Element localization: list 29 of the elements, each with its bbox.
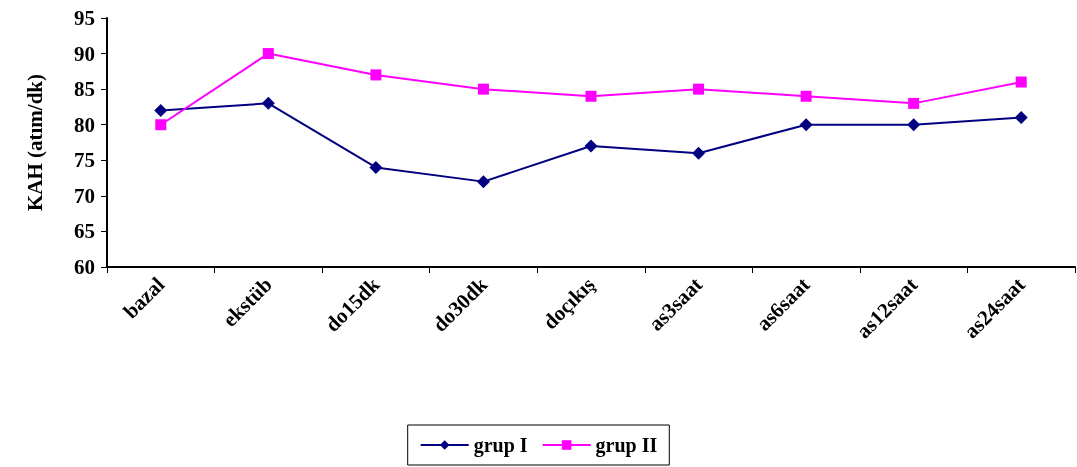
legend-label: grup I	[473, 434, 528, 457]
point	[477, 83, 489, 95]
point	[585, 90, 597, 102]
point	[584, 139, 598, 153]
y-tick-label: 80	[74, 112, 95, 137]
point	[262, 48, 274, 60]
point	[369, 160, 383, 174]
point	[692, 146, 706, 160]
point	[908, 97, 920, 109]
y-tick-label: 90	[74, 41, 95, 66]
point	[800, 90, 812, 102]
y-axis-title: KAH (atım/dk)	[22, 73, 47, 212]
point	[370, 69, 382, 81]
point	[476, 175, 490, 189]
y-tick-label: 60	[74, 255, 95, 279]
point	[1015, 76, 1027, 88]
y-tick-label: 85	[74, 77, 95, 102]
y-tick-label: 65	[74, 219, 95, 244]
point	[261, 96, 275, 110]
point	[693, 83, 705, 95]
point	[1014, 111, 1028, 125]
y-tick-label: 75	[74, 148, 95, 173]
point	[799, 118, 813, 132]
point	[154, 103, 168, 117]
point	[155, 119, 167, 131]
y-tick-label: 95	[74, 6, 95, 30]
point	[907, 118, 921, 132]
legend-label: grup II	[595, 434, 658, 457]
y-tick-label: 70	[74, 183, 95, 208]
